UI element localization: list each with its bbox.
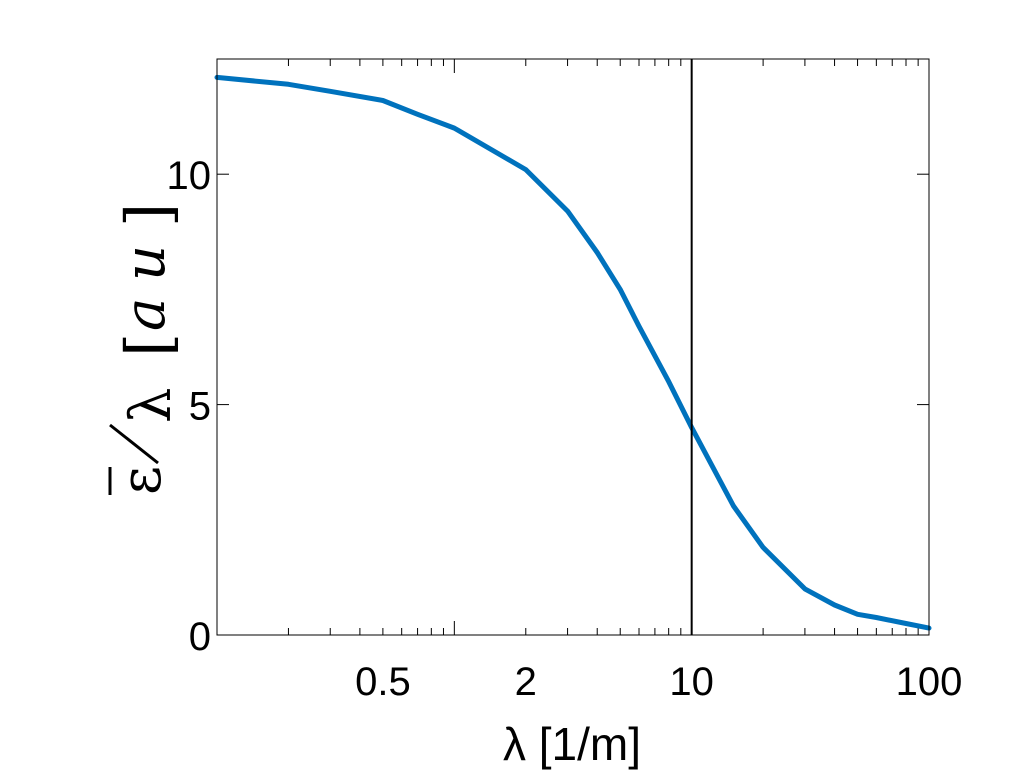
x-tick-label: 100 bbox=[896, 660, 963, 704]
y-tick-label: 10 bbox=[167, 154, 212, 198]
y-axis-label: ε λ [ a u ] bbox=[108, 203, 185, 495]
series-layer bbox=[214, 74, 932, 631]
x-axis-label: λ [1/m] bbox=[503, 718, 641, 770]
x-tick-label: 10 bbox=[669, 660, 714, 704]
series-line bbox=[214, 74, 932, 631]
y-label-slash bbox=[109, 423, 159, 465]
plot-area-frame bbox=[216, 58, 930, 636]
tick-labels: 0.5 2 10 100 0 5 10 bbox=[167, 154, 963, 704]
y-label-open-bracket: [ bbox=[112, 333, 185, 357]
y-label-lambda: λ bbox=[119, 388, 184, 424]
x-tick-label: 2 bbox=[515, 660, 537, 704]
y-label-close-bracket: ] bbox=[112, 203, 185, 227]
y-label-a: a bbox=[113, 298, 178, 331]
y-label-u: u bbox=[113, 245, 178, 281]
y-tick-label: 5 bbox=[189, 385, 211, 429]
x-tick-label: 0.5 bbox=[355, 660, 411, 704]
y-tick-label: 0 bbox=[189, 615, 211, 659]
y-label-epsilon: ε bbox=[109, 466, 174, 495]
